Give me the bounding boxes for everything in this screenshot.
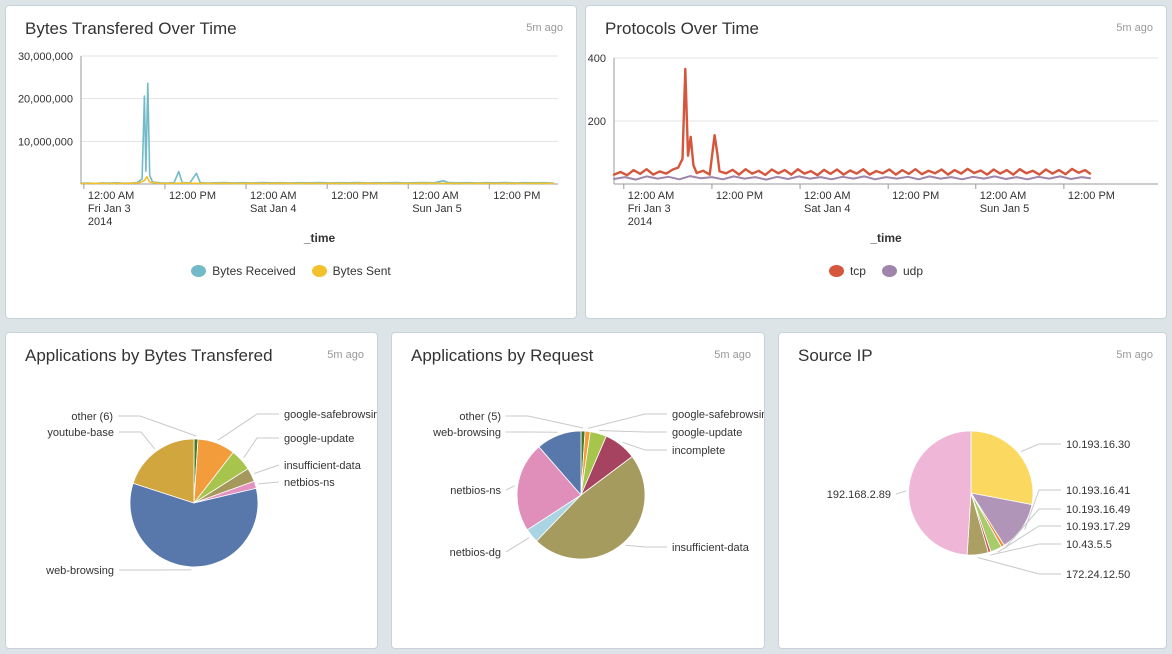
applications-by-bytes-pie-chart[interactable]: other (6) google-safebrowsing google-updat… <box>6 333 377 648</box>
svg-text:_time: _time <box>303 231 336 245</box>
panel-title: Bytes Transfered Over Time <box>25 19 237 38</box>
applications-by-request-pie-chart[interactable]: other (5) google-safebrowsing google-updat… <box>392 333 764 648</box>
svg-text:12:00 AM: 12:00 AM <box>250 190 296 202</box>
svg-text:insufficient-data: insufficient-data <box>284 460 362 472</box>
svg-text:Fri Jan 3: Fri Jan 3 <box>88 203 131 215</box>
panel-title: Source IP <box>798 346 873 365</box>
legend-item-bytes-sent[interactable]: Bytes Sent <box>311 264 391 278</box>
svg-text:30,000,000: 30,000,000 <box>18 51 73 63</box>
svg-text:10.193.16.49: 10.193.16.49 <box>1066 504 1130 516</box>
svg-text:2014: 2014 <box>628 216 652 228</box>
legend-swatch-icon <box>191 265 207 277</box>
svg-text:Sat Jan 4: Sat Jan 4 <box>804 203 850 215</box>
svg-text:12:00 AM: 12:00 AM <box>412 190 458 202</box>
svg-text:10.193.17.29: 10.193.17.29 <box>1066 521 1130 533</box>
svg-text:10.43.5.5: 10.43.5.5 <box>1066 539 1112 551</box>
panel-title: Protocols Over Time <box>605 19 759 38</box>
svg-text:google-safebrowsing: google-safebrowsing <box>672 409 764 421</box>
svg-text:google-update: google-update <box>672 427 742 439</box>
panel-updated: 5m ago <box>327 349 364 361</box>
source-ip-pie-chart[interactable]: 10.193.16.30 10.193.16.41 10.193.16.49 10.1… <box>779 333 1166 648</box>
svg-text:other (6): other (6) <box>71 411 113 423</box>
legend-swatch-icon <box>881 265 897 277</box>
panel-protocols-over-time: Protocols Over Time 5m ago 200 400 12:00 A… <box>585 5 1167 319</box>
svg-text:Fri Jan 3: Fri Jan 3 <box>628 203 671 215</box>
svg-text:12:00 PM: 12:00 PM <box>892 190 939 202</box>
legend-swatch-icon <box>828 265 844 277</box>
svg-text:netbios-ns: netbios-ns <box>284 477 335 489</box>
svg-text:netbios-dg: netbios-dg <box>450 547 501 559</box>
svg-text:12:00 AM: 12:00 AM <box>804 190 850 202</box>
legend-swatch-icon <box>311 265 327 277</box>
svg-text:10.193.16.41: 10.193.16.41 <box>1066 485 1130 497</box>
legend-label: tcp <box>849 264 866 278</box>
svg-text:youtube-base: youtube-base <box>47 427 114 439</box>
svg-text:netbios-ns: netbios-ns <box>450 485 501 497</box>
svg-text:12:00 AM: 12:00 AM <box>980 190 1026 202</box>
svg-text:google-update: google-update <box>284 433 354 445</box>
svg-text:insufficient-data: insufficient-data <box>672 542 750 554</box>
panel-updated: 5m ago <box>1116 349 1153 361</box>
legend-label: Bytes Received <box>212 264 296 278</box>
panel-updated: 5m ago <box>526 22 563 34</box>
legend-label: udp <box>902 264 924 278</box>
svg-text:12:00 PM: 12:00 PM <box>493 190 540 202</box>
svg-text:400: 400 <box>588 53 606 65</box>
svg-text:Sun Jan 5: Sun Jan 5 <box>980 203 1030 215</box>
legend-item-bytes-received[interactable]: Bytes Received <box>191 264 296 278</box>
panel-applications-by-request: Applications by Request 5m ago other (5)… <box>391 332 765 649</box>
panel-title: Applications by Bytes Transfered <box>25 346 273 365</box>
svg-text:google-safebrowsing: google-safebrowsing <box>284 409 377 421</box>
panel-applications-by-bytes: Applications by Bytes Transfered 5m ago … <box>5 332 378 649</box>
panel-updated: 5m ago <box>714 349 751 361</box>
svg-text:12:00 PM: 12:00 PM <box>1068 190 1115 202</box>
svg-text:_time: _time <box>869 231 902 245</box>
svg-text:172.24.12.50: 172.24.12.50 <box>1066 569 1130 581</box>
svg-text:12:00 AM: 12:00 AM <box>88 190 134 202</box>
svg-text:other (5): other (5) <box>459 411 501 423</box>
legend-label: Bytes Sent <box>332 264 391 278</box>
svg-text:12:00 PM: 12:00 PM <box>331 190 378 202</box>
svg-text:incomplete: incomplete <box>672 445 725 457</box>
panel-source-ip: Source IP 5m ago 10.193.16.30 10.193.16.4… <box>778 332 1167 649</box>
svg-text:web-browsing: web-browsing <box>432 427 501 439</box>
legend-item-udp[interactable]: udp <box>881 264 924 278</box>
svg-text:web-browsing: web-browsing <box>45 565 114 577</box>
chart-legend: Bytes Received Bytes Sent <box>6 264 576 278</box>
svg-text:200: 200 <box>588 116 606 128</box>
legend-item-tcp[interactable]: tcp <box>828 264 866 278</box>
svg-text:20,000,000: 20,000,000 <box>18 94 73 106</box>
svg-text:2014: 2014 <box>88 216 112 228</box>
svg-text:Sun Jan 5: Sun Jan 5 <box>412 203 462 215</box>
svg-text:12:00 PM: 12:00 PM <box>169 190 216 202</box>
chart-legend: tcp udp <box>586 264 1166 278</box>
svg-text:192.168.2.89: 192.168.2.89 <box>827 489 891 501</box>
svg-text:Sat Jan 4: Sat Jan 4 <box>250 203 296 215</box>
panel-title: Applications by Request <box>411 346 594 365</box>
svg-text:10,000,000: 10,000,000 <box>18 136 73 148</box>
svg-text:12:00 PM: 12:00 PM <box>716 190 763 202</box>
panel-updated: 5m ago <box>1116 22 1153 34</box>
svg-text:12:00 AM: 12:00 AM <box>628 190 674 202</box>
panel-bytes-over-time: Bytes Transfered Over Time 5m ago 10,000… <box>5 5 577 319</box>
svg-text:10.193.16.30: 10.193.16.30 <box>1066 439 1130 451</box>
